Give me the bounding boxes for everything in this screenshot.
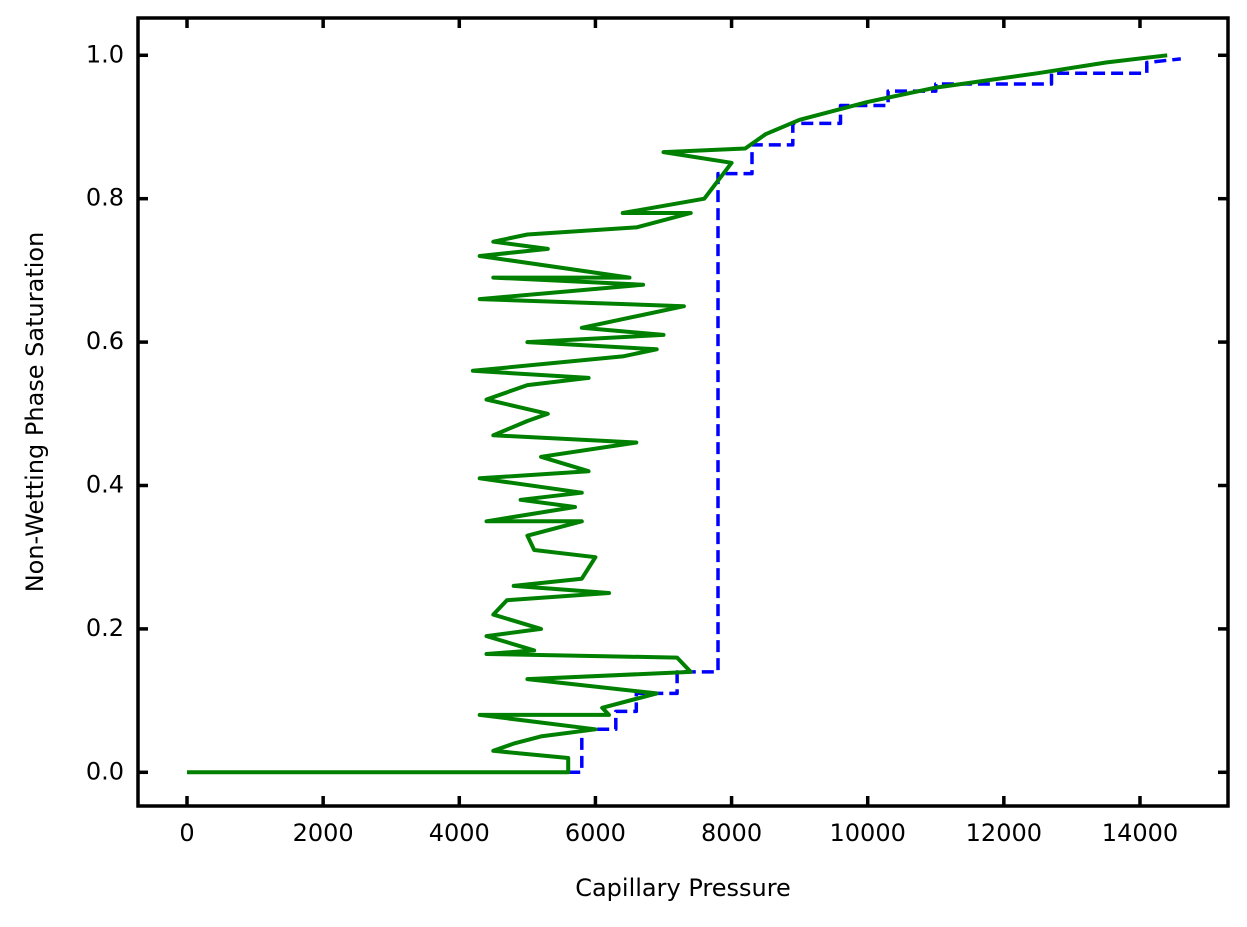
y-tick-label: 0.0 bbox=[86, 757, 124, 785]
x-axis-label: Capillary Pressure bbox=[575, 874, 791, 902]
x-tick-label: 0 bbox=[179, 819, 194, 847]
y-tick-label: 0.2 bbox=[86, 614, 124, 642]
x-tick-label: 6000 bbox=[565, 819, 626, 847]
y-tick-label: 0.4 bbox=[86, 470, 124, 498]
y-tick-label: 0.6 bbox=[86, 327, 124, 355]
line-series bbox=[568, 57, 1181, 775]
x-tick-label: 14000 bbox=[1102, 819, 1178, 847]
x-tick-label: 10000 bbox=[830, 819, 906, 847]
x-tick-label: 8000 bbox=[701, 819, 762, 847]
x-tick-label: 4000 bbox=[429, 819, 490, 847]
y-axis-label: Non-Wetting Phase Saturation bbox=[21, 232, 49, 593]
x-tick-label: 2000 bbox=[293, 819, 354, 847]
y-tick-label: 1.0 bbox=[86, 40, 124, 68]
y-tick-label: 0.8 bbox=[86, 184, 124, 212]
plot-frame bbox=[136, 16, 1230, 808]
x-tick-label: 12000 bbox=[966, 819, 1042, 847]
line-series bbox=[187, 53, 1168, 775]
